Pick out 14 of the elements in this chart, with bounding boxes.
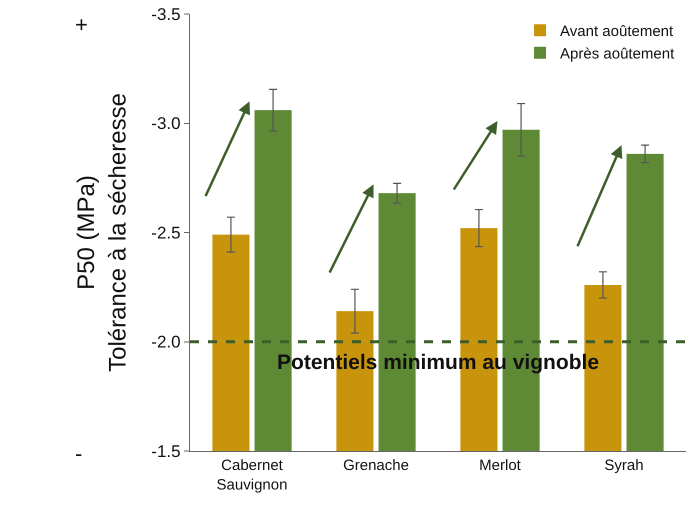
y-tick-label: -2.5 — [151, 223, 181, 242]
y-tick-label: -1.5 — [151, 442, 181, 461]
y-tick-label: -3.0 — [151, 114, 181, 134]
legend-label: Avant aoûtement — [560, 23, 674, 40]
text: + — [75, 12, 88, 37]
legend-label: Après aoûtement — [560, 46, 676, 63]
y-axis-title: P50 (MPa) Tolérance à la sécheresse — [73, 93, 132, 372]
y-tick-label: -2.0 — [151, 332, 181, 352]
x-tick-label: Merlot — [479, 457, 522, 474]
x-tick-label: Syrah — [604, 457, 644, 474]
x-tick-label: Grenache — [343, 457, 409, 474]
y-tick-label: -3.5 — [151, 4, 181, 24]
text: - — [75, 441, 82, 466]
x-tick-label: Cabernet Sauvignon — [216, 457, 288, 494]
